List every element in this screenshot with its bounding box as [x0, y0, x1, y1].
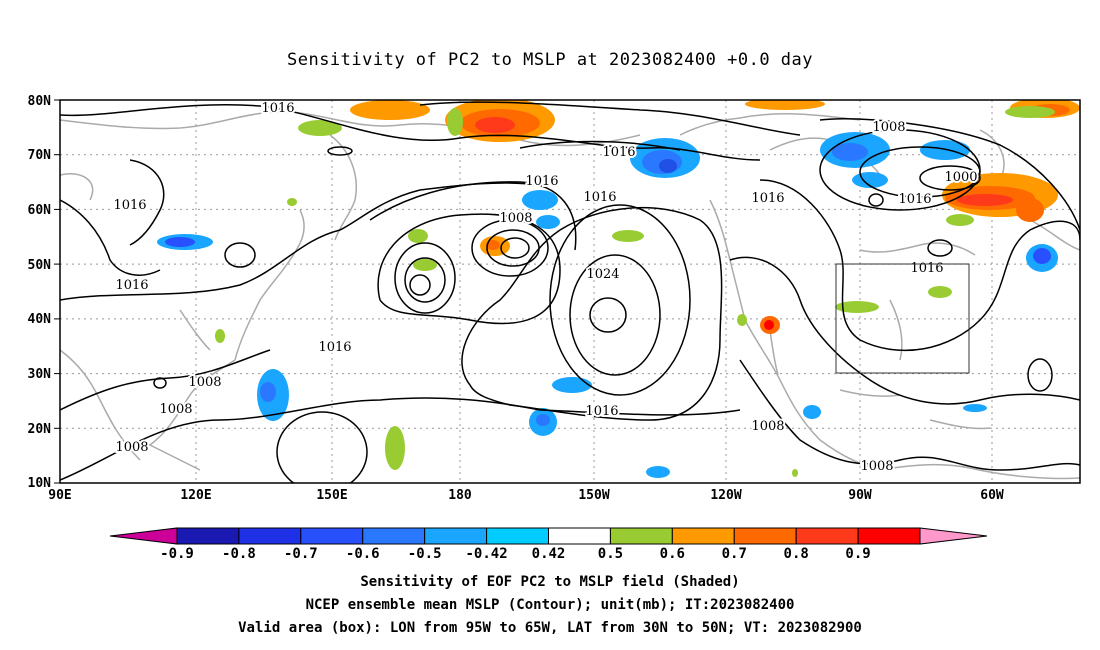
contour-label: 1016: [115, 278, 148, 293]
contour-label: 1016: [261, 101, 294, 116]
colorbar-label: -0.42: [466, 546, 508, 562]
lat-label: 10N: [28, 476, 52, 491]
contour-label: 1016: [113, 198, 146, 213]
caption-valid-area: Valid area (box): LON from 95W to 65W, L…: [238, 620, 862, 636]
contour-label: 1024: [586, 267, 619, 282]
caption-contour: NCEP ensemble mean MSLP (Contour); unit(…: [305, 597, 795, 613]
lon-axis-labels: 90E 120E 150E 180 150W 120W 90W 60W: [48, 488, 1004, 503]
lat-label: 70N: [28, 148, 52, 163]
colorbar-label: 0.7: [722, 546, 747, 562]
lon-label: 90W: [848, 488, 872, 503]
contour-label: 1016: [602, 145, 635, 160]
colorbar-label: 0.9: [845, 546, 870, 562]
lon-label: 120E: [180, 488, 211, 503]
valid-area-box: [835, 263, 970, 374]
contour-labels: 1016 1016 1016 1016 1016 1008 1016 1016 …: [111, 100, 979, 476]
colorbar-cell: [857, 527, 921, 545]
colorbar-cell: [300, 527, 364, 545]
contour-label: 1016: [910, 261, 943, 276]
plot-frame: [59, 99, 1081, 484]
lat-label: 50N: [28, 258, 52, 273]
contour-label: 1008: [872, 120, 905, 135]
lon-label: 150E: [316, 488, 347, 503]
contour-label: 1008: [115, 440, 148, 455]
colorbar-label: -0.7: [284, 546, 318, 562]
contour-label: 1016: [583, 190, 616, 205]
colorbar-high-end: [919, 527, 988, 545]
lat-label: 40N: [28, 312, 52, 327]
lat-label: 60N: [28, 203, 52, 218]
lat-label: 30N: [28, 367, 52, 382]
lon-label: 90E: [48, 488, 71, 503]
colorbar-cell: [238, 527, 302, 545]
lat-label: 20N: [28, 422, 52, 437]
colorbar-cell: [671, 527, 735, 545]
colorbar-cell: [486, 527, 550, 545]
colorbar-label: -0.6: [346, 546, 380, 562]
caption-shading: Sensitivity of EOF PC2 to MSLP field (Sh…: [360, 574, 740, 590]
lon-label: 180: [448, 488, 472, 503]
lon-label: 60W: [980, 488, 1004, 503]
colorbar-label: 0.6: [660, 546, 685, 562]
mslp-contours: [60, 101, 1080, 483]
lat-label: 80N: [28, 94, 52, 109]
contour-label: 1016: [318, 340, 351, 355]
map-title: Sensitivity of PC2 to MSLP at 2023082400…: [286, 50, 813, 70]
colorbar-cell: [548, 527, 611, 545]
contour-label: 1008: [499, 211, 532, 226]
lat-axis-labels: 80N 70N 60N 50N 40N 30N 20N 10N: [28, 94, 52, 491]
contour-label: 1008: [860, 459, 893, 474]
colorbar-cell: [795, 527, 859, 545]
colorbar-label: 0.5: [598, 546, 623, 562]
lon-label: 120W: [710, 488, 741, 503]
colorbar-label: 0.8: [784, 546, 809, 562]
sensitivity-shading: [157, 100, 1080, 478]
colorbar-low-end: [109, 527, 178, 545]
colorbar-label: 0.42: [532, 546, 566, 562]
colorbar-label: -0.5: [408, 546, 442, 562]
colorbar-cell: [424, 527, 488, 545]
colorbar-cell: [733, 527, 797, 545]
colorbar-cell: [176, 527, 240, 545]
contour-label: 1000: [944, 170, 977, 185]
colorbar: -0.9 -0.8 -0.7 -0.6 -0.5 -0.42 0.42 0.5 0.6 0.7 0.…: [109, 527, 988, 562]
contour-label: 1008: [188, 375, 221, 390]
lon-label: 150W: [578, 488, 609, 503]
colorbar-label: -0.9: [160, 546, 194, 562]
contour-label: 1016: [525, 174, 558, 189]
contour-label: 1008: [751, 419, 784, 434]
contour-label: 1008: [159, 402, 192, 417]
colorbar-cell: [609, 527, 673, 545]
contour-label: 1016: [898, 192, 931, 207]
colorbar-label: -0.8: [222, 546, 256, 562]
contour-label: 1016: [751, 191, 784, 206]
sensitivity-map: 1016 1016 1016 1016 1016 1008 1016 1016 …: [28, 94, 1081, 562]
colorbar-cell: [362, 527, 426, 545]
contour-label: 1016: [585, 404, 618, 419]
